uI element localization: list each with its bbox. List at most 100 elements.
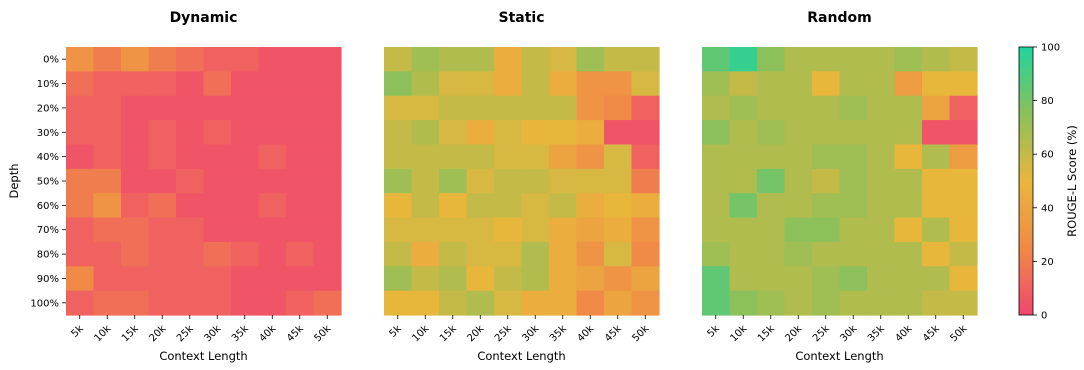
heatmap-cell [729,47,758,72]
heatmap-cell [148,217,177,243]
heatmap-cell [148,144,177,170]
panel-title: Static [498,10,544,26]
heatmap-cell [576,168,605,194]
heatmap-cell [549,168,578,194]
heatmap-cell [576,120,605,146]
y-tick-label: 40% [37,152,59,163]
heatmap-cell [702,71,731,97]
x-tick-label: 35k [548,323,569,344]
heatmap-cell [121,71,150,97]
heatmap-cell [313,168,342,194]
heatmap-cell [66,47,95,72]
x-tick-label: 30k [839,323,860,344]
heatmap-cell [576,47,605,72]
heatmap-cell [176,120,205,146]
heatmap-cell [549,47,578,72]
heatmap-cell [521,47,550,72]
heatmap-cell [66,241,95,267]
heatmap-cell [949,266,978,292]
heatmap-cell [148,47,177,72]
heatmap-cell [702,144,731,170]
heatmap-cell [203,95,232,121]
heatmap-cell [411,95,440,121]
heatmap-cell [313,217,342,243]
heatmap-cell [894,217,923,243]
x-tick-label: 5k [69,323,86,340]
heatmap-cell [604,193,633,219]
heatmap-cell [894,266,923,292]
heatmap-cell [812,120,841,146]
heatmap-cell [121,144,150,170]
heatmap-cell [812,144,841,170]
heatmap-cell [439,120,468,146]
heatmap-cell [949,120,978,146]
heatmap-cell [729,120,758,146]
heatmap-cell [384,120,413,146]
heatmap-cell [702,120,731,146]
heatmap-cell [867,71,896,97]
heatmap-cell [576,241,605,267]
heatmap-cell [176,71,205,97]
x-tick-label: 25k [493,323,514,344]
x-tick-label: 25k [811,323,832,344]
colorbar-tick-label: 0 [1041,311,1047,322]
heatmap-cell [494,266,523,292]
heatmap-cell [757,168,786,194]
heatmap-cell [176,47,205,72]
panel-title: Random [807,10,871,26]
heatmap-cell [922,47,951,72]
colorbar-label: ROUGE-L Score (%) [1065,125,1079,237]
heatmap-cell [757,241,786,267]
heatmap-cell [521,95,550,121]
heatmap-cell [631,144,660,170]
heatmap-cell [729,95,758,121]
heatmap-cell [521,120,550,146]
heatmap-cell [231,241,260,267]
heatmap-cell [494,71,523,97]
heatmap-cell [494,144,523,170]
heatmap-cell [384,47,413,72]
heatmap-cell [729,168,758,194]
x-tick-label: 5k [705,323,722,340]
heatmap-cell [258,120,287,146]
heatmap-cell [757,217,786,243]
heatmap-cell [922,217,951,243]
heatmap-cell [313,241,342,267]
heatmap-cell [867,217,896,243]
heatmap-cell [922,71,951,97]
colorbar-tick-label: 40 [1041,203,1054,214]
heatmap-cell [702,193,731,219]
panel-dynamic: Dynamic 5k 10k 15k 20k 25k 30k 35k 40k 45k 50k 0% 10… [7,10,342,363]
heatmap-cell [93,241,122,267]
heatmap-cell [176,144,205,170]
heatmap-cell [384,266,413,292]
heatmap-cell [231,47,260,72]
heatmap-cell [784,144,813,170]
heatmap-cell [148,266,177,292]
heatmap-cell [894,120,923,146]
heatmap-cell [949,47,978,72]
heatmap-cell [258,144,287,170]
heatmap-cell [466,144,495,170]
heatmap-cell [576,290,605,316]
heatmap-cell [784,120,813,146]
heatmap-cell [757,71,786,97]
heatmap-cell [231,120,260,146]
heatmap-cell [812,217,841,243]
x-tick-label: 45k [921,323,942,344]
heatmap-cell [812,47,841,72]
heatmap-cell [604,168,633,194]
heatmap-cell [549,95,578,121]
heatmap-cell [521,217,550,243]
heatmap-cell [702,95,731,121]
x-tick-label: 20k [784,323,805,344]
heatmap-cell [702,168,731,194]
x-tick-label: 15k [756,323,777,344]
heatmap-cell [176,290,205,316]
heatmap-cell [922,266,951,292]
heatmap-cell [258,168,287,194]
colorbar-tick-label: 60 [1041,150,1054,161]
heatmap-cell [922,95,951,121]
heatmap-cell [286,95,315,121]
heatmap-cell [757,193,786,219]
